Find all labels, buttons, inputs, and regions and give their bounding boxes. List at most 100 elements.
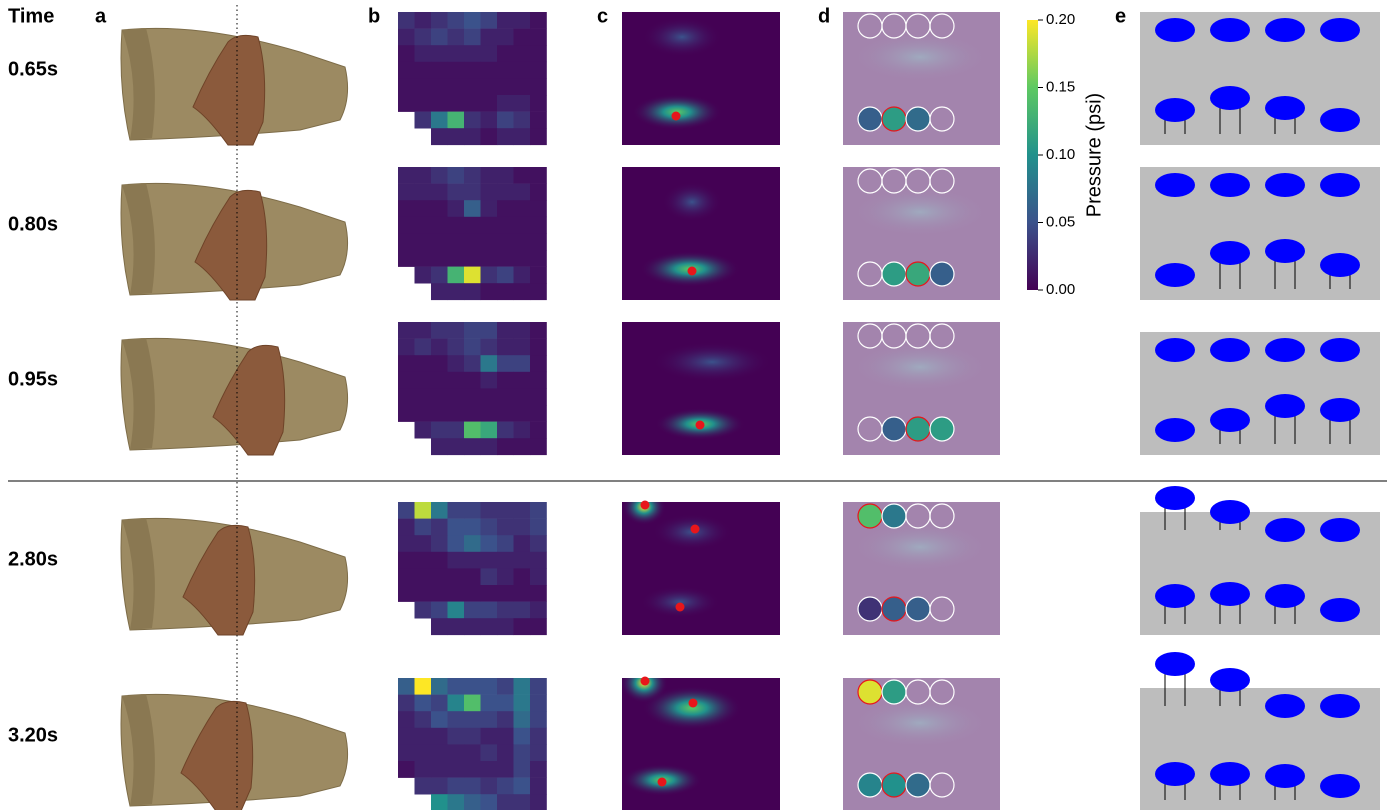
heatmap-cell <box>530 694 547 712</box>
heatmap-cell <box>431 777 448 795</box>
sleeve-cuff <box>122 28 155 140</box>
heatmap-cell <box>480 200 498 218</box>
heatmap-cell <box>497 744 514 762</box>
sleeve-cuff <box>122 694 155 806</box>
heatmap-cell <box>513 568 531 586</box>
heatmap-cell <box>414 711 432 729</box>
heatmap-cell <box>431 283 448 301</box>
heatmap-cell <box>431 744 448 762</box>
heatmap-cell <box>513 438 531 456</box>
heatmap-cell <box>414 322 432 339</box>
heatmap-cell <box>513 233 531 251</box>
heatmap-cell <box>414 233 432 251</box>
heatmap-cell <box>480 233 498 251</box>
heatmap-cell <box>447 794 465 810</box>
sensor <box>857 596 883 622</box>
heatmap-cell <box>530 777 547 795</box>
heatmap-cell <box>513 12 531 29</box>
heatmap-cell <box>497 250 514 267</box>
heatmap-cell <box>530 250 547 267</box>
heatmap-cell <box>497 200 514 218</box>
heatmap-cell <box>398 167 415 184</box>
heatmap-cell <box>480 183 498 201</box>
heatmap-cell <box>530 78 547 96</box>
colorbar <box>1027 20 1038 290</box>
heatmap-cell <box>513 322 531 339</box>
heatmap-cell <box>414 744 432 762</box>
heatmap-cell <box>431 61 448 79</box>
heatmap-cell <box>431 421 448 439</box>
heatmap-cell <box>513 777 531 795</box>
actuator <box>1320 108 1360 132</box>
heatmap-cell <box>497 111 514 129</box>
heatmap-cell <box>480 61 498 79</box>
peak-dot <box>671 111 681 121</box>
heatmap-cell <box>530 601 547 619</box>
sensor <box>905 261 931 287</box>
heatmap-cell <box>398 744 415 762</box>
heatmap-cell <box>431 727 448 745</box>
heatmap-cell <box>513 551 531 569</box>
heatmap-cell <box>398 250 415 267</box>
heatmap-cell <box>530 421 547 439</box>
heatmap-cell <box>431 405 448 422</box>
heatmap-cell <box>497 371 514 389</box>
time-header: Time <box>8 5 54 27</box>
actuator <box>1320 598 1360 622</box>
actuator <box>1320 774 1360 798</box>
heatmap-cell <box>447 322 465 339</box>
heatmap-cell <box>447 233 465 251</box>
heatmap-cell <box>464 535 481 553</box>
heatmap-cell <box>464 250 481 267</box>
sensor <box>857 679 883 705</box>
heatmap-cell <box>447 371 465 389</box>
heatmap-cell <box>447 355 465 373</box>
heatmap-cell <box>431 28 448 46</box>
heatmap-cell <box>398 678 415 695</box>
heatmap-cell <box>480 678 498 695</box>
heatmap-cell <box>431 535 448 553</box>
heatmap-cell <box>480 338 498 356</box>
sensor <box>905 106 931 132</box>
heatmap-cell <box>398 694 415 712</box>
field <box>622 502 780 635</box>
heatmap-cell <box>513 61 531 79</box>
peak-dot <box>675 602 685 612</box>
actuator <box>1210 500 1250 524</box>
heatmap-cell <box>464 45 481 63</box>
heatmap-cell <box>497 45 514 63</box>
heatmap-cell <box>431 551 448 569</box>
heatmap-cell <box>480 694 498 712</box>
heatmap-cell <box>414 266 432 284</box>
sensor <box>929 13 955 39</box>
heatmap-cell <box>414 421 432 439</box>
heatmap-cell <box>398 761 415 778</box>
heatmap-cell <box>497 322 514 339</box>
heatmap-cell <box>414 694 432 712</box>
heatmap-cell <box>530 618 547 636</box>
sensor <box>857 772 883 798</box>
heatmap-cell <box>530 128 547 146</box>
heatmap-cell <box>480 438 498 456</box>
actuator <box>1265 173 1305 197</box>
heatmap-cell <box>530 727 547 745</box>
heatmap-cell <box>464 794 481 810</box>
overlay-blob <box>850 187 990 237</box>
heatmap-cell <box>480 322 498 339</box>
heatmap-cell <box>497 338 514 356</box>
heatmap-cell <box>464 28 481 46</box>
heatmap-cell <box>480 28 498 46</box>
heatmap-cell <box>530 405 547 422</box>
heatmap-cell <box>497 601 514 619</box>
heatmap-cell <box>530 233 547 251</box>
peak-dot <box>687 266 697 276</box>
heatmap-cell <box>414 777 432 795</box>
heatmap-cell <box>447 568 465 586</box>
field-blob <box>652 342 772 382</box>
sleeve-cuff <box>122 518 155 630</box>
heatmap-cell <box>513 128 531 146</box>
time-label: 0.65s <box>8 58 58 80</box>
actuator <box>1320 518 1360 542</box>
heatmap-cell <box>447 111 465 129</box>
